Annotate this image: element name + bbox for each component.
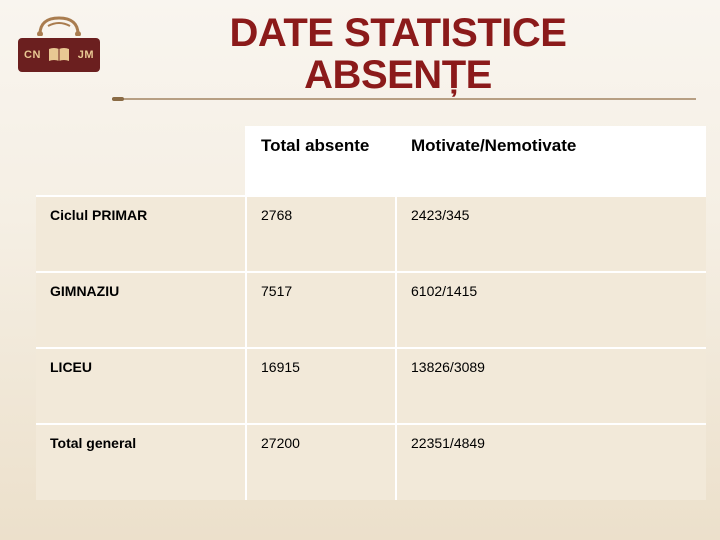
logo-scroll-icon <box>34 14 84 36</box>
table-row: GIMNAZIU 7517 6102/1415 <box>36 272 706 348</box>
title-wrap: DATE STATISTICE ABSENȚE <box>100 8 696 96</box>
data-table: Total absente Motivate/Nemotivate Ciclul… <box>36 126 706 500</box>
data-table-wrap: Total absente Motivate/Nemotivate Ciclul… <box>36 126 706 500</box>
cell-motivate: 13826/3089 <box>396 348 706 424</box>
row-label: Ciclul PRIMAR <box>36 196 246 272</box>
book-icon <box>47 46 71 64</box>
cell-total: 16915 <box>246 348 396 424</box>
cell-motivate: 6102/1415 <box>396 272 706 348</box>
table-row: Ciclul PRIMAR 2768 2423/345 <box>36 196 706 272</box>
title-line1: DATE STATISTICE <box>100 12 696 54</box>
logo-plaque: CN JM <box>18 38 100 72</box>
col-header-blank <box>36 126 246 196</box>
logo: CN JM <box>18 10 100 72</box>
cell-motivate: 22351/4849 <box>396 424 706 500</box>
table-row: LICEU 16915 13826/3089 <box>36 348 706 424</box>
table-header-row: Total absente Motivate/Nemotivate <box>36 126 706 196</box>
cell-total: 27200 <box>246 424 396 500</box>
row-label: LICEU <box>36 348 246 424</box>
row-label: GIMNAZIU <box>36 272 246 348</box>
table-row: Total general 27200 22351/4849 <box>36 424 706 500</box>
cell-total: 2768 <box>246 196 396 272</box>
header-divider <box>112 98 696 100</box>
col-header-total: Total absente <box>246 126 396 196</box>
title-line2: ABSENȚE <box>100 54 696 96</box>
row-label: Total general <box>36 424 246 500</box>
cell-total: 7517 <box>246 272 396 348</box>
header: CN JM DATE STATISTICE ABSENȚE <box>0 0 720 96</box>
cell-motivate: 2423/345 <box>396 196 706 272</box>
logo-left-text: CN <box>24 49 41 61</box>
col-header-motivate: Motivate/Nemotivate <box>396 126 706 196</box>
logo-right-text: JM <box>78 49 94 61</box>
page-title: DATE STATISTICE ABSENȚE <box>100 12 696 96</box>
